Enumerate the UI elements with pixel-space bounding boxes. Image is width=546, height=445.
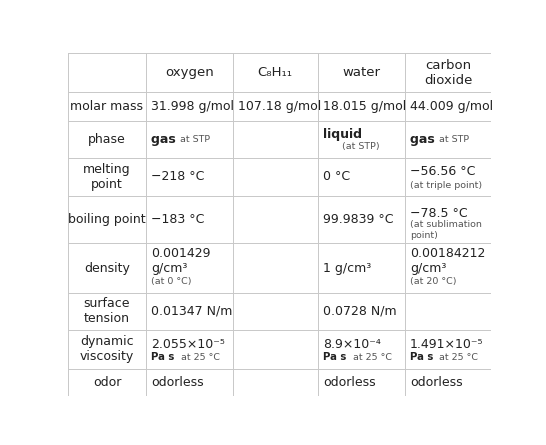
- Text: at 25 °C: at 25 °C: [347, 353, 391, 362]
- Text: surface
tension: surface tension: [84, 297, 130, 325]
- Text: liquid: liquid: [323, 128, 362, 141]
- Text: 0.0728 N/m: 0.0728 N/m: [323, 305, 397, 318]
- Text: (at 0 °C): (at 0 °C): [151, 277, 192, 287]
- Text: odorless: odorless: [323, 376, 376, 389]
- Text: (at 20 °C): (at 20 °C): [410, 277, 456, 287]
- Text: 18.015 g/mol: 18.015 g/mol: [323, 100, 406, 113]
- Text: gas: gas: [410, 133, 439, 146]
- Text: 8.9×10⁻⁴: 8.9×10⁻⁴: [323, 338, 381, 351]
- Text: 1.491×10⁻⁵: 1.491×10⁻⁵: [410, 338, 484, 351]
- Text: odor: odor: [93, 376, 121, 389]
- Text: dynamic
viscosity: dynamic viscosity: [80, 336, 134, 364]
- Text: C₈H₁₁: C₈H₁₁: [258, 66, 293, 79]
- Text: density: density: [84, 262, 130, 275]
- Text: at STP: at STP: [180, 135, 210, 144]
- Text: −56.56 °C: −56.56 °C: [410, 165, 476, 178]
- Text: Pa s: Pa s: [410, 352, 434, 362]
- Text: Pa s: Pa s: [151, 352, 175, 362]
- Text: (at STP): (at STP): [342, 142, 380, 151]
- Text: 31.998 g/mol: 31.998 g/mol: [151, 100, 234, 113]
- Text: Pa s: Pa s: [323, 352, 347, 362]
- Text: water: water: [342, 66, 380, 79]
- Text: at 25 °C: at 25 °C: [434, 353, 478, 362]
- Text: at STP: at STP: [439, 135, 469, 144]
- Text: molar mass: molar mass: [70, 100, 144, 113]
- Text: at 25 °C: at 25 °C: [175, 353, 219, 362]
- Text: 107.18 g/mol: 107.18 g/mol: [238, 100, 321, 113]
- Text: −183 °C: −183 °C: [151, 213, 205, 226]
- Text: phase: phase: [88, 133, 126, 146]
- Text: melting
point: melting point: [83, 163, 131, 191]
- Text: 44.009 g/mol: 44.009 g/mol: [410, 100, 493, 113]
- Text: (at triple point): (at triple point): [410, 181, 482, 190]
- Text: 0.00184212
g/cm³: 0.00184212 g/cm³: [410, 247, 485, 275]
- Text: 99.9839 °C: 99.9839 °C: [323, 213, 394, 226]
- Text: odorless: odorless: [410, 376, 462, 389]
- Text: 1 g/cm³: 1 g/cm³: [323, 262, 371, 275]
- Text: 0.01347 N/m: 0.01347 N/m: [151, 305, 233, 318]
- Text: carbon
dioxide: carbon dioxide: [424, 59, 472, 87]
- Text: 0.001429
g/cm³: 0.001429 g/cm³: [151, 247, 211, 275]
- Text: 2.055×10⁻⁵: 2.055×10⁻⁵: [151, 338, 225, 351]
- Text: oxygen: oxygen: [165, 66, 213, 79]
- Text: gas: gas: [151, 133, 180, 146]
- Text: (at sublimation
point): (at sublimation point): [410, 220, 482, 240]
- Text: 0 °C: 0 °C: [323, 170, 351, 183]
- Text: boiling point: boiling point: [68, 213, 146, 226]
- Text: −218 °C: −218 °C: [151, 170, 205, 183]
- Text: odorless: odorless: [151, 376, 204, 389]
- Text: −78.5 °C: −78.5 °C: [410, 207, 468, 220]
